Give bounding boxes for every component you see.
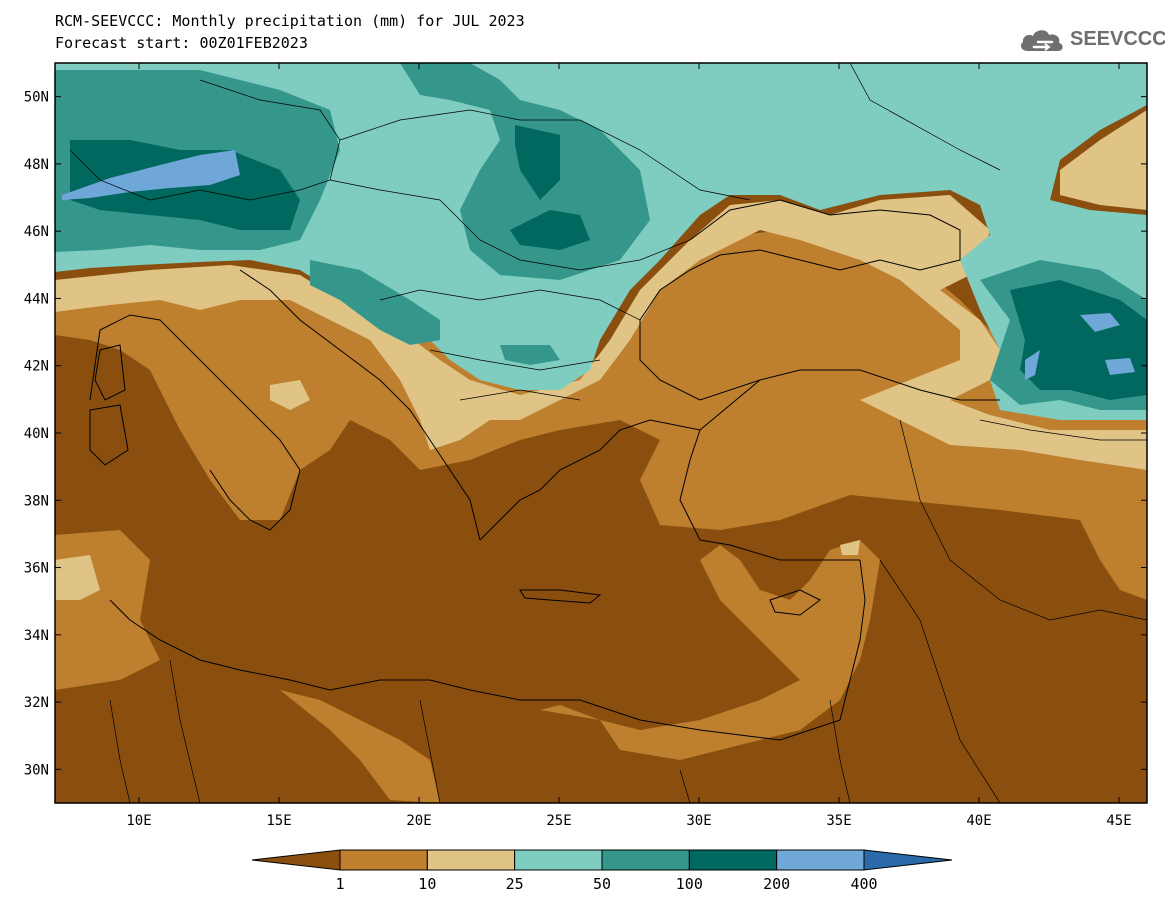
colorbar-over-triangle xyxy=(863,849,953,871)
colorbar-swatch xyxy=(688,849,778,871)
y-tick-label: 48N xyxy=(24,157,49,173)
map-field xyxy=(55,63,1147,803)
y-tick-label: 50N xyxy=(24,90,49,106)
y-tick-label: 44N xyxy=(24,291,49,307)
field-class-400 xyxy=(62,150,1135,380)
colorbar-label: 1 xyxy=(335,875,344,893)
country-borders xyxy=(69,63,1147,803)
y-tick-label: 46N xyxy=(24,224,49,240)
x-tick-label: 40E xyxy=(966,813,991,829)
cloud-logo-icon xyxy=(1020,30,1063,51)
colorbar-swatch xyxy=(426,849,516,871)
y-tick-label: 40N xyxy=(24,426,49,442)
x-tick-label: 45E xyxy=(1106,813,1131,829)
x-tick-label: 30E xyxy=(686,813,711,829)
colorbar-swatch xyxy=(776,849,865,871)
colorbar-label: 100 xyxy=(676,875,703,893)
colorbar: 1 10 25 50 100 200 400 xyxy=(251,849,953,893)
colorbar-label: 25 xyxy=(506,875,524,893)
colorbar-swatch xyxy=(339,849,428,871)
y-tick-label: 42N xyxy=(24,359,49,375)
forecast-start-label: Forecast start: 00Z01FEB2023 xyxy=(55,34,308,52)
y-tick-label: 32N xyxy=(24,695,49,711)
x-axis: 10E 15E 20E 25E 30E 35E 40E 45E xyxy=(126,63,1132,829)
x-tick-label: 15E xyxy=(266,813,291,829)
seevccc-logo: SEEVCCC xyxy=(1018,22,1165,58)
colorbar-label: 200 xyxy=(763,875,790,893)
x-tick-label: 25E xyxy=(546,813,571,829)
colorbar-swatch xyxy=(601,849,690,871)
map-title: RCM-SEEVCCC: Monthly precipitation (mm) … xyxy=(55,12,525,30)
y-tick-label: 36N xyxy=(24,561,49,577)
y-tick-label: 34N xyxy=(24,628,49,644)
colorbar-label: 50 xyxy=(593,875,611,893)
y-axis: 50N 48N 46N 44N 42N 40N 38N 36N 34N 32N 30N xyxy=(24,90,1147,778)
x-tick-label: 35E xyxy=(826,813,851,829)
coastlines xyxy=(89,199,1000,741)
x-tick-label: 20E xyxy=(406,813,431,829)
colorbar-swatch xyxy=(514,849,603,871)
logo-text: SEEVCCC xyxy=(1070,28,1165,50)
x-tick-label: 10E xyxy=(126,813,151,829)
colorbar-label: 400 xyxy=(850,875,877,893)
y-tick-label: 30N xyxy=(24,762,49,778)
y-tick-label: 38N xyxy=(24,493,49,509)
colorbar-under-triangle xyxy=(251,849,341,871)
colorbar-label: 10 xyxy=(418,875,436,893)
